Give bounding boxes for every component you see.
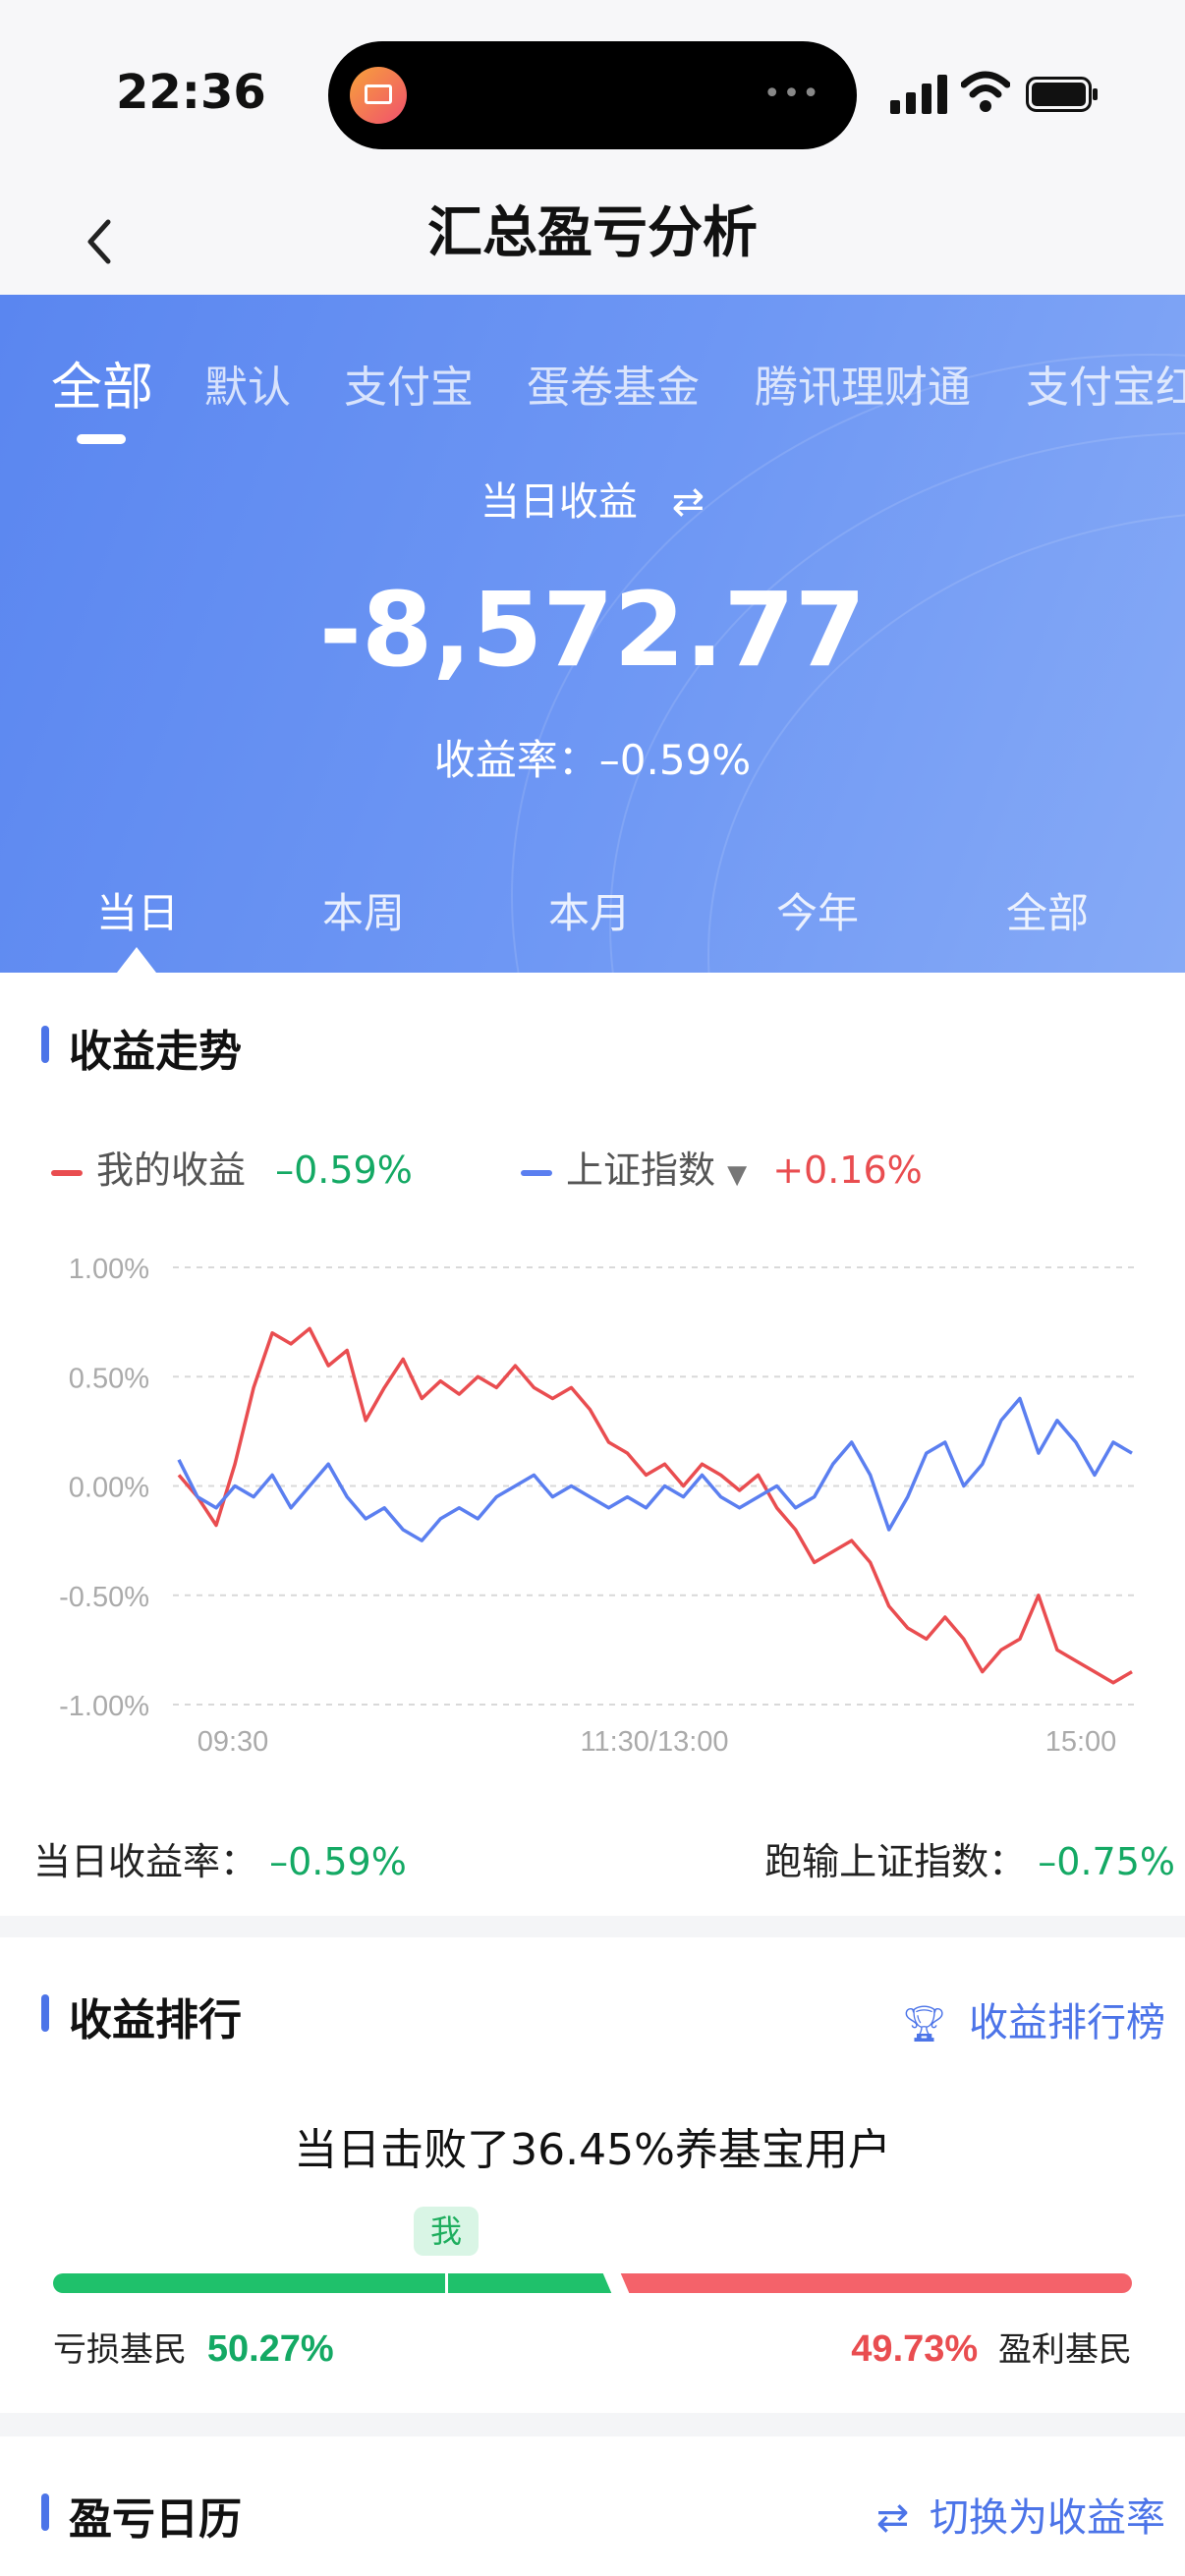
trophy-icon: 🏆︎: [901, 2004, 947, 2044]
tab-danjuan[interactable]: 蛋卷基金: [527, 363, 700, 413]
beat-users-text: 当日击败了36.45%养基宝用户: [294, 2125, 891, 2175]
vs-index-label: 跑输上证指数：: [764, 1840, 1027, 1883]
ranking-card: [0, 1937, 1185, 2413]
legend-mine-label: 我的收益: [96, 1148, 247, 1192]
profit-rate-row: 收益率：–0.59%: [0, 727, 1185, 787]
y-tick-label: -1.00%: [59, 1691, 149, 1722]
legend-mine-swatch: [51, 1169, 83, 1176]
daily-profit-amount: -8,572.77: [318, 570, 867, 690]
trend-chart: 1.00% 0.50% 0.00% -0.50% -1.00% 09:30 11:30/13…: [59, 1254, 1135, 1758]
back-arrow-icon[interactable]: [77, 212, 126, 271]
ranking-board-link[interactable]: 🏆︎ 收益排行榜: [902, 1990, 1165, 2047]
period-year[interactable]: 今年: [775, 889, 859, 937]
x-tick-label: 09:30: [198, 1726, 269, 1758]
x-tick-label: 11:30/13:00: [580, 1726, 728, 1758]
tab-underline: [77, 434, 126, 444]
mail-app-icon[interactable]: [350, 67, 407, 124]
y-tick-label: 0.50%: [69, 1363, 149, 1394]
switch-to-rate-link[interactable]: ⇄ 切换为收益率: [876, 2486, 1165, 2543]
vs-index-value: –0.75%: [1038, 1840, 1175, 1883]
signal-icon: [890, 75, 947, 114]
wifi-icon: [961, 71, 1010, 112]
profit-rate-value: –0.59%: [598, 736, 752, 784]
tab-default[interactable]: 默认: [204, 363, 291, 413]
win-label: 盈利基民: [998, 2330, 1132, 2370]
y-tick-label: 0.00%: [69, 1473, 149, 1504]
day-rate-summary: 当日收益率： –0.59%: [33, 1831, 407, 1885]
series-index-line: [177, 1396, 1133, 1542]
summary-hero: 全部 默认 支付宝 蛋卷基金 腾讯理财通 支付宝红 当日收益 ⇄ -8,572.…: [0, 295, 1185, 973]
legend-index-label: 上证指数: [566, 1148, 716, 1192]
period-day[interactable]: 当日: [95, 889, 179, 937]
period-all[interactable]: 全部: [1005, 889, 1089, 937]
dropdown-caret-icon[interactable]: ▼: [727, 1160, 748, 1190]
loss-label: 亏损基民: [53, 2330, 187, 2370]
tab-all[interactable]: 全部: [51, 359, 154, 418]
loss-value: 50.27%: [206, 2328, 334, 2370]
day-rate-label: 当日收益率：: [33, 1840, 258, 1883]
swap-icon[interactable]: ⇄: [671, 479, 705, 525]
calendar-card: [0, 2436, 1185, 2576]
vs-index-summary: 跑输上证指数： –0.75%: [764, 1831, 1175, 1885]
calendar-section-title: 盈亏日历: [39, 2484, 242, 2547]
battery-icon: [1026, 77, 1098, 112]
win-value: 49.73%: [851, 2328, 979, 2370]
account-tabs: 全部 默认 支付宝 蛋卷基金 腾讯理财通 支付宝红: [0, 322, 1185, 444]
y-tick-label: 1.00%: [69, 1254, 149, 1285]
loss-bar: [53, 2273, 617, 2293]
legend-index[interactable]: 上证指数 ▼ +0.16%: [521, 1140, 923, 1194]
nav-bar: [0, 187, 1185, 295]
switch-to-rate-label: 切换为收益率: [930, 2495, 1165, 2541]
legend-index-swatch: [521, 1169, 552, 1176]
y-tick-label: -0.50%: [59, 1582, 149, 1613]
legend-mine-value: –0.59%: [275, 1148, 413, 1192]
me-marker-line: [445, 2256, 448, 2297]
period-indicator: [117, 947, 156, 973]
trend-section-title: 收益走势: [39, 1016, 242, 1079]
win-bar: [617, 2273, 1132, 2293]
bar-divider: [601, 2269, 631, 2297]
loss-users: 亏损基民 50.27%: [53, 2323, 334, 2371]
legend-index-value: +0.16%: [772, 1148, 923, 1192]
me-marker: 我: [414, 2207, 479, 2256]
win-users: 49.73% 盈利基民: [851, 2323, 1132, 2371]
tab-alipay-red[interactable]: 支付宝红: [1026, 363, 1185, 413]
legend-mine[interactable]: 我的收益 –0.59%: [51, 1140, 413, 1194]
page-title: 汇总盈亏分析: [427, 201, 758, 265]
tab-alipay[interactable]: 支付宝: [344, 363, 474, 413]
x-tick-label: 15:00: [1045, 1726, 1117, 1758]
dynamic-island: •••: [328, 41, 857, 149]
period-month[interactable]: 本月: [547, 889, 631, 937]
ranking-section-title: 收益排行: [39, 1985, 242, 2047]
period-week[interactable]: 本周: [321, 889, 405, 937]
period-tabs: 当日 本周 本月 今年 全部: [0, 880, 1185, 973]
status-bar: 22:36 •••: [0, 0, 1185, 187]
more-dots-icon: •••: [762, 77, 821, 111]
series-my-profit-line: [177, 1326, 1133, 1685]
profit-rate-label: 收益率：: [433, 736, 599, 784]
status-time: 22:36: [116, 65, 266, 120]
ranking-board-label: 收益排行榜: [969, 2000, 1165, 2045]
switch-icon: ⇄: [875, 2495, 910, 2541]
day-rate-value: –0.59%: [269, 1840, 407, 1883]
daily-profit-row[interactable]: 当日收益 ⇄: [0, 470, 1185, 527]
tab-tencent[interactable]: 腾讯理财通: [755, 363, 971, 413]
trend-card: [0, 973, 1185, 1916]
daily-profit-label: 当日收益: [480, 479, 638, 525]
